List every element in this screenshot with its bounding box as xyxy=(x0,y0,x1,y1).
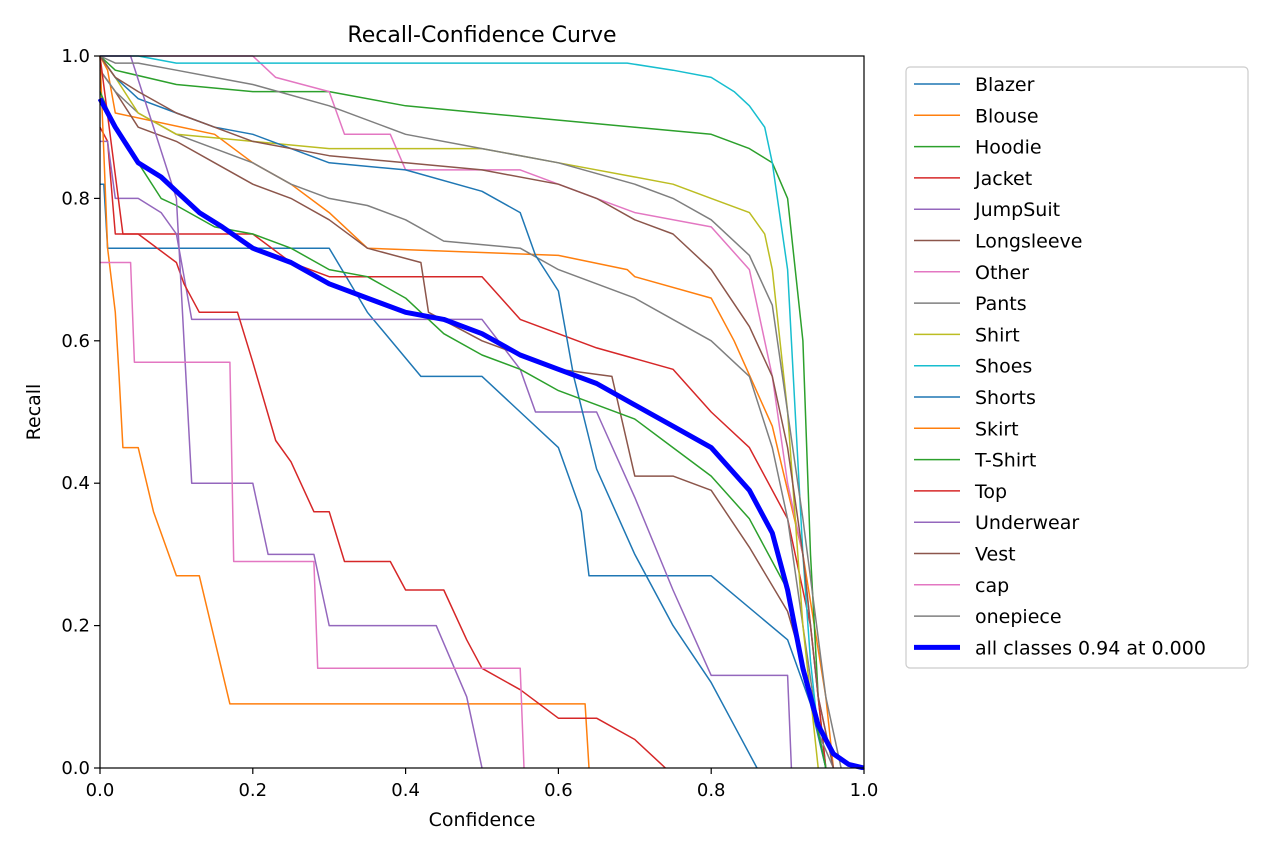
series-line-underwear xyxy=(100,55,483,769)
ticks-layer: 0.0 0.2 0.4 0.6 0.8 1.0 0.0 0.2 0.4 0.6 0.8 1.0 xyxy=(61,46,878,801)
series-line-onepiece xyxy=(99,55,842,769)
legend-label: Shirt xyxy=(975,324,1020,346)
y-tick-label: 0.4 xyxy=(61,473,90,494)
y-tick-label: 0.2 xyxy=(61,616,90,637)
series-line-longsleeve xyxy=(99,69,827,769)
x-tick-label: 0.6 xyxy=(544,780,573,801)
chart-title: Recall-Confidence Curve xyxy=(347,23,616,48)
x-tick-label: 1.0 xyxy=(850,780,879,801)
x-axis-label: Confidence xyxy=(429,809,536,831)
legend-label: Other xyxy=(975,262,1029,284)
series-line-shirt xyxy=(99,55,819,769)
legend-label: Blouse xyxy=(975,105,1039,127)
legend-label: Longsleeve xyxy=(975,231,1082,253)
legend-label: Pants xyxy=(975,293,1027,315)
x-tick-label: 0.0 xyxy=(86,780,115,801)
series-line-jumpsuit xyxy=(100,140,793,769)
x-tick-label: 0.2 xyxy=(238,780,267,801)
y-tick-label: 0.0 xyxy=(61,758,90,779)
legend-label: Hoodie xyxy=(975,137,1042,159)
series-line-vest xyxy=(99,55,835,769)
series-line-top xyxy=(99,55,666,769)
legend-label: T-Shirt xyxy=(974,450,1036,472)
legend-label: Blazer xyxy=(975,74,1035,96)
y-tick-label: 1.0 xyxy=(61,46,90,67)
series-layer xyxy=(98,55,865,770)
x-tick-label: 0.4 xyxy=(391,780,420,801)
y-axis-label: Recall xyxy=(23,384,45,441)
legend-label: Shorts xyxy=(975,387,1036,409)
legend-label: Shoes xyxy=(975,356,1032,378)
series-line-pants xyxy=(99,69,835,769)
plot-frame xyxy=(99,55,865,769)
legend-label: JumpSuit xyxy=(974,199,1060,221)
series-line-cap xyxy=(100,261,525,769)
legend-label: Vest xyxy=(975,544,1016,566)
legend: Blazer Blouse Hoodie Jacket JumpSuit Longslee… xyxy=(905,66,1249,669)
series-line-blazer xyxy=(100,183,827,769)
series-line-blouse xyxy=(99,55,835,769)
y-tick-label: 0.8 xyxy=(61,188,90,209)
legend-label: cap xyxy=(975,575,1009,597)
legend-label: Skirt xyxy=(975,418,1019,440)
legend-label: Jacket xyxy=(974,168,1032,190)
legend-label: Top xyxy=(974,481,1007,503)
series-line-skirt xyxy=(99,55,590,769)
legend-label: all classes 0.94 at 0.000 xyxy=(975,637,1206,659)
legend-label: onepiece xyxy=(975,606,1062,628)
legend-box xyxy=(905,66,1249,669)
y-tick-label: 0.6 xyxy=(61,331,90,352)
series-line-hoodie xyxy=(99,55,827,769)
legend-label: Underwear xyxy=(975,512,1079,534)
series-line-all-classes-0-94-at-0-000 xyxy=(98,97,865,770)
x-tick-label: 0.8 xyxy=(697,780,726,801)
